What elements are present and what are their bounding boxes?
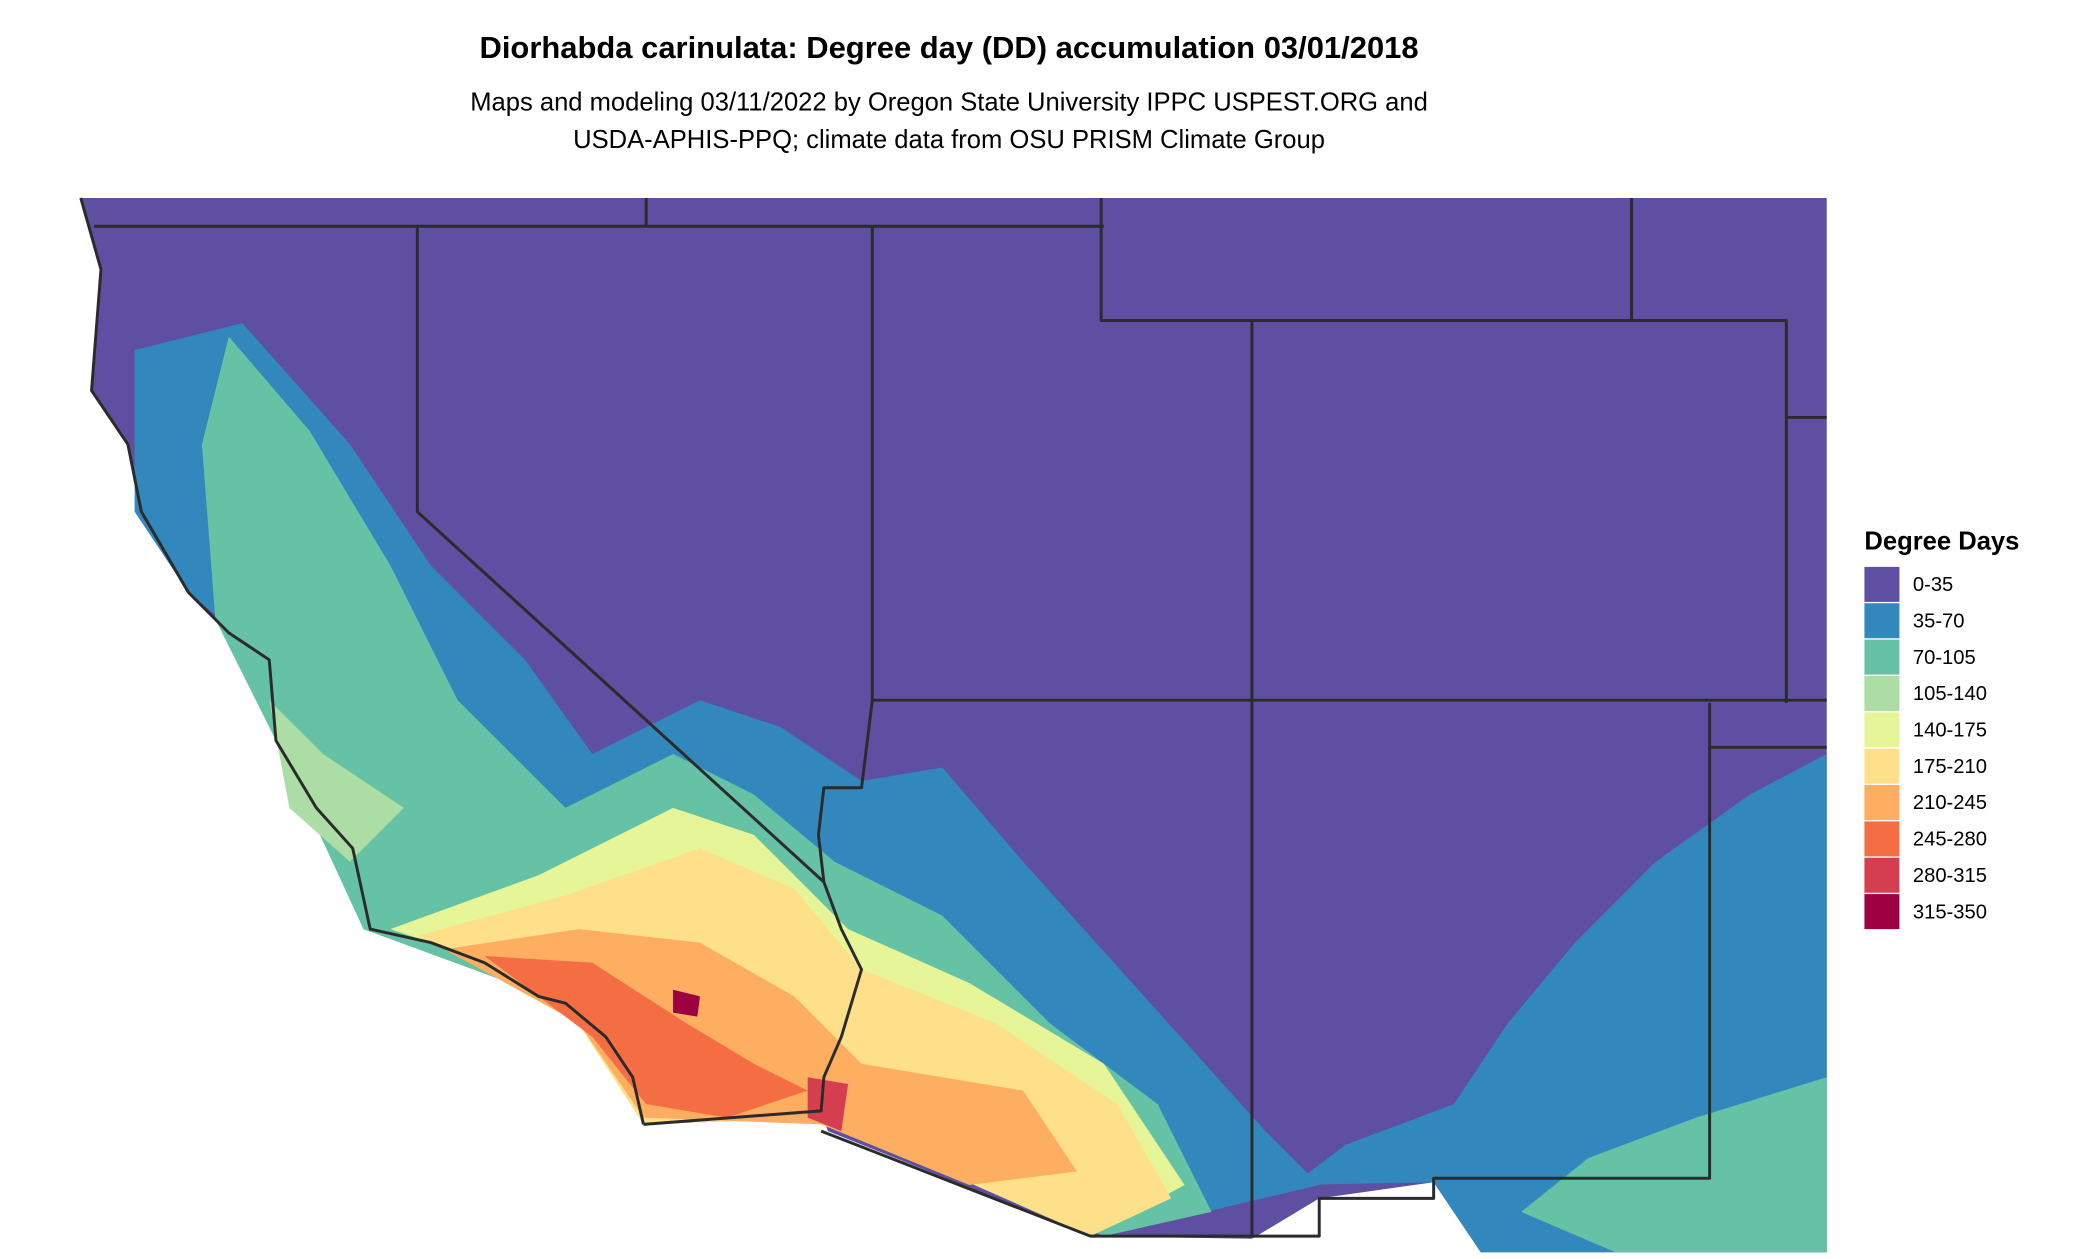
legend-swatch [1864,785,1900,821]
legend: 0-35 35-70 70-105 105-140 140-175 175-210 210-… [1864,566,1987,930]
state-borders [79,197,1827,1238]
legend-swatch [1864,857,1900,893]
legend-label: 210-245 [1913,792,1987,814]
zone [484,956,808,1118]
legend-swatch [1864,894,1900,930]
map-subtitle: Maps and modeling 03/11/2022 by Oregon S… [470,88,1428,116]
legend-title: Degree Days [1864,527,2019,555]
legend-label: 175-210 [1913,756,1987,778]
legend-label: 245-280 [1913,829,1987,851]
map-title: Diorhabda carinulata: Degree day (DD) ac… [479,30,1418,65]
coastline [79,197,645,1125]
legend-swatch [1864,675,1900,711]
legend-swatch [1864,821,1900,857]
legend-label: 35-70 [1913,610,1965,632]
legend-label: 105-140 [1913,683,1987,705]
zone [80,197,1827,1253]
legend-label: 315-350 [1913,901,1987,923]
border [1099,197,1788,703]
legend-swatch [1864,748,1900,784]
border [415,226,825,884]
legend-swatch [1864,712,1900,748]
border [820,745,1827,1238]
border [643,700,874,1126]
legend-swatch [1864,566,1900,602]
legend-label: 280-315 [1913,865,1987,887]
zone [807,1077,849,1132]
legend-label: 0-35 [1913,574,1953,596]
map-subtitle: USDA-APHIS-PPQ; climate data from OSU PR… [573,126,1325,154]
legend-label: 70-105 [1913,647,1976,669]
legend-label: 140-175 [1913,719,1987,741]
zone [1521,1077,1827,1253]
legend-swatch [1864,639,1900,675]
legend-swatch [1864,603,1900,639]
zone [673,989,700,1017]
zone [269,700,404,862]
map-layer [80,197,1827,1253]
